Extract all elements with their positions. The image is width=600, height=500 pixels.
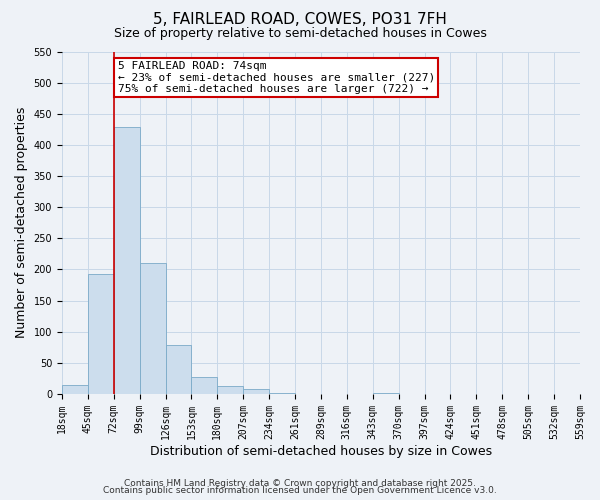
Text: Size of property relative to semi-detached houses in Cowes: Size of property relative to semi-detach… [113,28,487,40]
X-axis label: Distribution of semi-detached houses by size in Cowes: Distribution of semi-detached houses by … [150,444,492,458]
Bar [140,262,166,394]
Bar [62,384,88,394]
Bar [191,377,217,394]
Bar [166,346,191,394]
Text: Contains public sector information licensed under the Open Government Licence v3: Contains public sector information licen… [103,486,497,495]
Text: 5, FAIRLEAD ROAD, COWES, PO31 7FH: 5, FAIRLEAD ROAD, COWES, PO31 7FH [153,12,447,28]
Text: 5 FAIRLEAD ROAD: 74sqm
← 23% of semi-detached houses are smaller (227)
75% of se: 5 FAIRLEAD ROAD: 74sqm ← 23% of semi-det… [118,61,435,94]
Text: Contains HM Land Registry data © Crown copyright and database right 2025.: Contains HM Land Registry data © Crown c… [124,478,476,488]
Bar [88,274,114,394]
Bar [114,128,140,394]
Bar [243,389,269,394]
Bar [217,386,243,394]
Y-axis label: Number of semi-detached properties: Number of semi-detached properties [15,107,28,338]
